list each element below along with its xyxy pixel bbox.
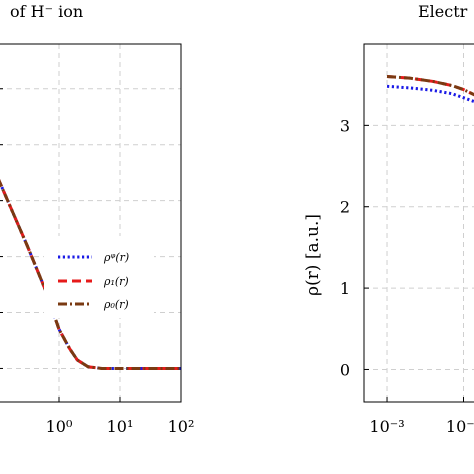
- series-line-0: [386, 84, 474, 104]
- plot-frame: [363, 43, 474, 403]
- x-tick-label: 10⁻²: [446, 417, 474, 436]
- plot-frame: [0, 43, 182, 403]
- right-y-axis-label: ρ(r) [a.u.]: [303, 214, 323, 296]
- y-tick-label: 2: [340, 198, 350, 217]
- y-tick-label: 0: [340, 360, 350, 379]
- legend-label-1: ρ₁(r): [103, 275, 129, 288]
- x-tick-label: 10⁻³: [369, 417, 404, 436]
- legend-label-0: ρᵠ(r): [103, 251, 129, 264]
- right-chart-title: Electr: [418, 2, 468, 21]
- right-plot-area: 10⁻³ 10⁻² 0 1 2 3: [340, 43, 474, 436]
- x-tick-label: 10²: [168, 417, 195, 436]
- x-tick-label: 10⁰: [46, 417, 73, 436]
- x-tick-label: 10¹: [107, 417, 134, 436]
- left-chart-title: of H⁻ ion: [10, 2, 83, 21]
- series-line-2: [0, 179, 181, 370]
- left-plot-area: 10⁰ 10¹ 10²: [0, 43, 195, 436]
- legend-label-2: ρ₀(r): [103, 298, 129, 311]
- y-tick-label: 1: [340, 279, 350, 298]
- y-tick-label: 3: [340, 116, 350, 135]
- legend: ρᵠ(r) ρ₁(r) ρ₀(r): [44, 236, 154, 318]
- series-line-1: [386, 75, 474, 97]
- legend-box: [44, 236, 154, 318]
- series-line-2: [386, 75, 474, 97]
